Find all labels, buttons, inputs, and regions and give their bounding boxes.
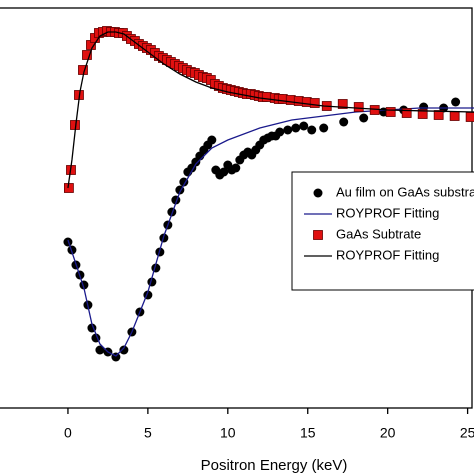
circle-marker: [319, 123, 329, 133]
square-marker: [433, 110, 444, 120]
x-tick-label: 10: [220, 425, 236, 441]
legend-label: GaAs Subtrate: [336, 226, 421, 241]
square-marker: [337, 99, 348, 109]
circle-marker: [283, 125, 293, 135]
legend: Au film on GaAs substrate ROYPROF Fitting…: [291, 171, 474, 291]
circle-marker: [291, 123, 301, 133]
square-marker: [449, 111, 460, 121]
circle-marker: [207, 135, 217, 145]
circle-marker: [451, 97, 461, 107]
x-axis-label: Positron Energy (keV): [201, 457, 348, 474]
circle-marker: [119, 345, 129, 355]
series-points: [64, 26, 474, 193]
legend-marker: [313, 230, 323, 240]
square-marker: [417, 109, 428, 119]
circle-marker: [359, 113, 369, 123]
square-marker: [465, 112, 474, 122]
legend-label: Au film on GaAs substrate: [336, 184, 474, 199]
circle-marker: [167, 207, 177, 217]
circle-marker: [95, 345, 105, 355]
circle-marker: [307, 125, 317, 135]
square-marker: [401, 108, 412, 118]
square-marker: [385, 107, 396, 117]
x-tick-label: 0: [64, 425, 72, 441]
x-tick-label: 20: [380, 425, 396, 441]
legend-label: ROYPROF Fitting: [336, 247, 439, 262]
circle-marker: [231, 163, 241, 173]
circle-marker: [299, 121, 309, 131]
fit-line: [67, 31, 474, 189]
square-marker: [309, 98, 320, 108]
circle-marker: [339, 117, 349, 127]
fit-line: [67, 107, 474, 357]
circle-marker: [219, 167, 229, 177]
x-tick-label: 5: [144, 425, 152, 441]
legend-label: ROYPROF Fitting: [336, 205, 439, 220]
legend-marker: [313, 188, 323, 198]
square-marker: [82, 50, 92, 60]
circle-marker: [275, 127, 285, 137]
x-tick-label: 25: [460, 425, 474, 441]
square-marker: [353, 102, 364, 112]
x-tick-label: 15: [300, 425, 316, 441]
